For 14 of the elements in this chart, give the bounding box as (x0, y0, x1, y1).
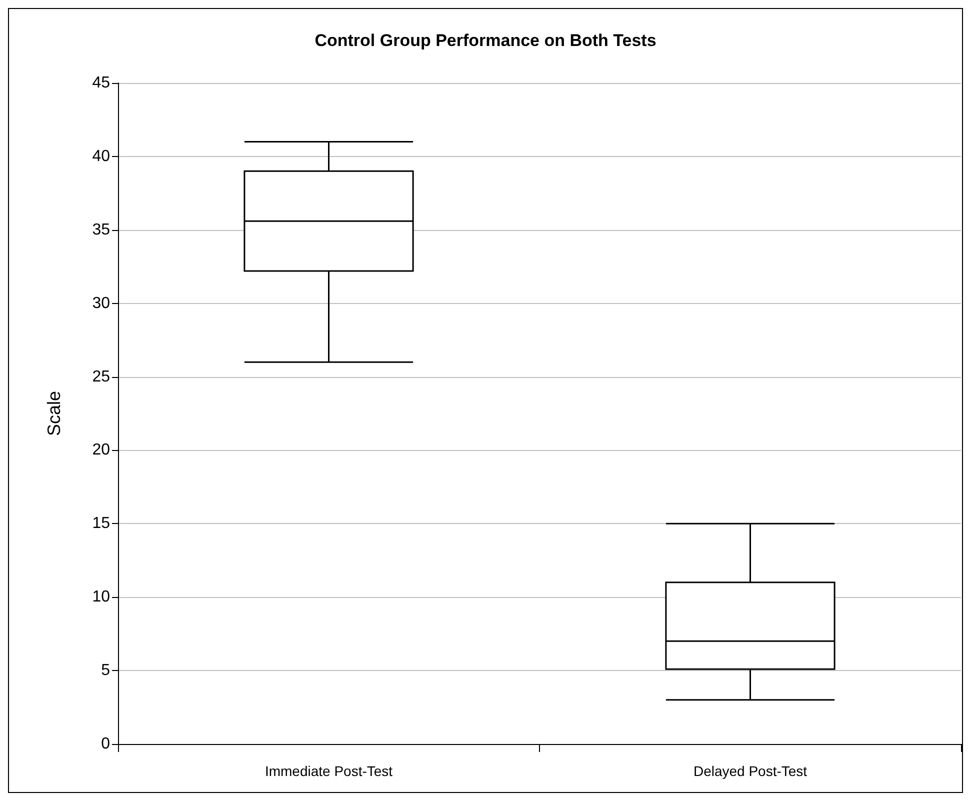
y-tick-label: 0 (101, 736, 110, 752)
y-tick-label: 40 (92, 148, 110, 165)
y-axis-title: Scale (44, 390, 64, 436)
y-tick-label: 10 (92, 588, 110, 606)
y-tick-label: 30 (92, 294, 110, 312)
y-tick-label: 15 (92, 515, 110, 532)
x-tick-label: Delayed Post-Test (693, 763, 808, 779)
y-tick-label: 45 (92, 74, 110, 92)
y-tick-label: 5 (101, 662, 110, 680)
y-tick-label: 25 (92, 368, 110, 386)
chart-title: Control Group Performance on Both Tests (314, 31, 656, 50)
y-tick-label: 35 (92, 221, 110, 238)
y-tick-label: 20 (92, 442, 110, 459)
x-tick-label: Immediate Post-Test (264, 763, 393, 779)
